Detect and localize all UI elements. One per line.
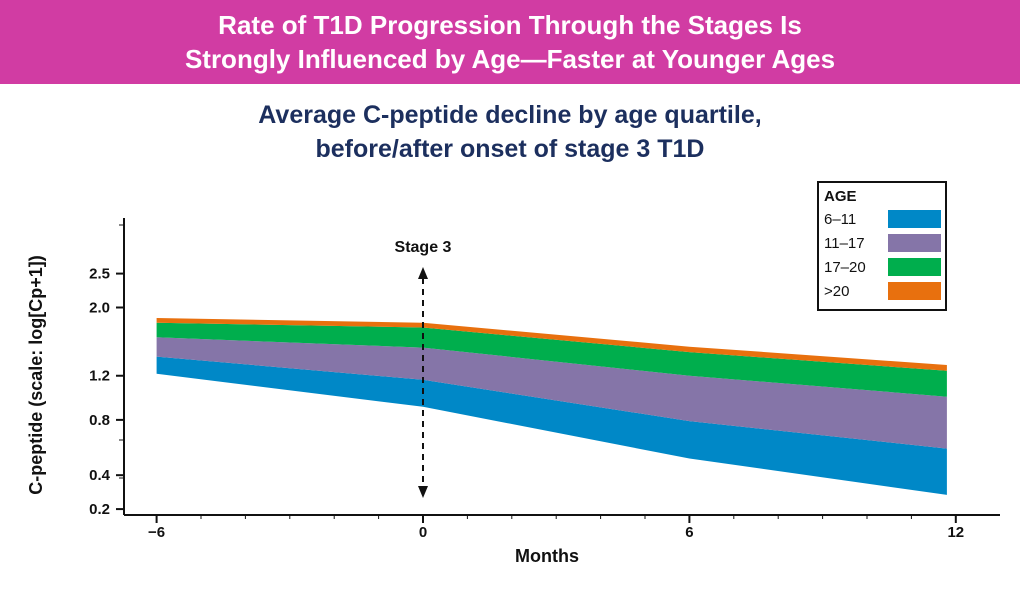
subtitle-line-1: Average C-peptide decline by age quartil… — [258, 101, 762, 129]
axes: −6 0 6 12 0.2 0.4 0.8 1.2 2.0 2.5 Months C-peptide … — [26, 218, 1000, 566]
legend-swatch — [888, 210, 941, 228]
y-tick-label: 2.5 — [89, 266, 110, 283]
stage-3-annotation: Stage 3 — [395, 239, 452, 498]
chart-subtitle: Average C-peptide decline by age quartil… — [0, 98, 1020, 166]
x-tick-label: 6 — [685, 524, 693, 541]
legend-label: 11–17 — [824, 235, 865, 252]
legend-label: 17–20 — [824, 259, 866, 276]
arrowhead-up — [418, 267, 428, 279]
legend-title: AGE — [824, 188, 857, 205]
y-tick-label: 0.4 — [89, 467, 111, 484]
arrowhead-down — [418, 486, 428, 498]
area-band-3 — [156, 322, 947, 397]
legend: AGE 6–11 11–17 17–20 >20 — [817, 181, 947, 311]
y-tick-label: 2.0 — [89, 300, 110, 317]
legend-swatch — [888, 282, 941, 300]
x-tick-label: 12 — [947, 524, 964, 541]
legend-swatch — [888, 234, 941, 252]
area-band-1 — [156, 356, 947, 495]
title-line-2: Strongly Influenced by Age—Faster at You… — [184, 44, 836, 74]
y-tick-label: 1.2 — [89, 368, 110, 385]
legend-label: 6–11 — [824, 211, 856, 228]
stage-3-label: Stage 3 — [395, 239, 452, 256]
y-tick-label: 0.8 — [89, 412, 110, 429]
x-tick-label: −6 — [148, 524, 165, 541]
legend-swatch — [888, 258, 941, 276]
area-band-2 — [156, 337, 947, 449]
y-axis-title: C-peptide (scale: log[Cp+1]) — [26, 255, 46, 495]
area-band-4 — [156, 318, 947, 371]
title-banner: Rate of T1D Progression Through the Stag… — [0, 0, 1020, 84]
subtitle-line-2: before/after onset of stage 3 T1D — [315, 135, 705, 163]
x-axis-title: Months — [515, 546, 579, 566]
area-layers — [156, 318, 947, 495]
legend-label: >20 — [824, 283, 849, 300]
title-line-1: Rate of T1D Progression Through the Stag… — [218, 10, 802, 40]
x-tick-label: 0 — [419, 524, 427, 541]
y-tick-label: 0.2 — [89, 501, 110, 518]
